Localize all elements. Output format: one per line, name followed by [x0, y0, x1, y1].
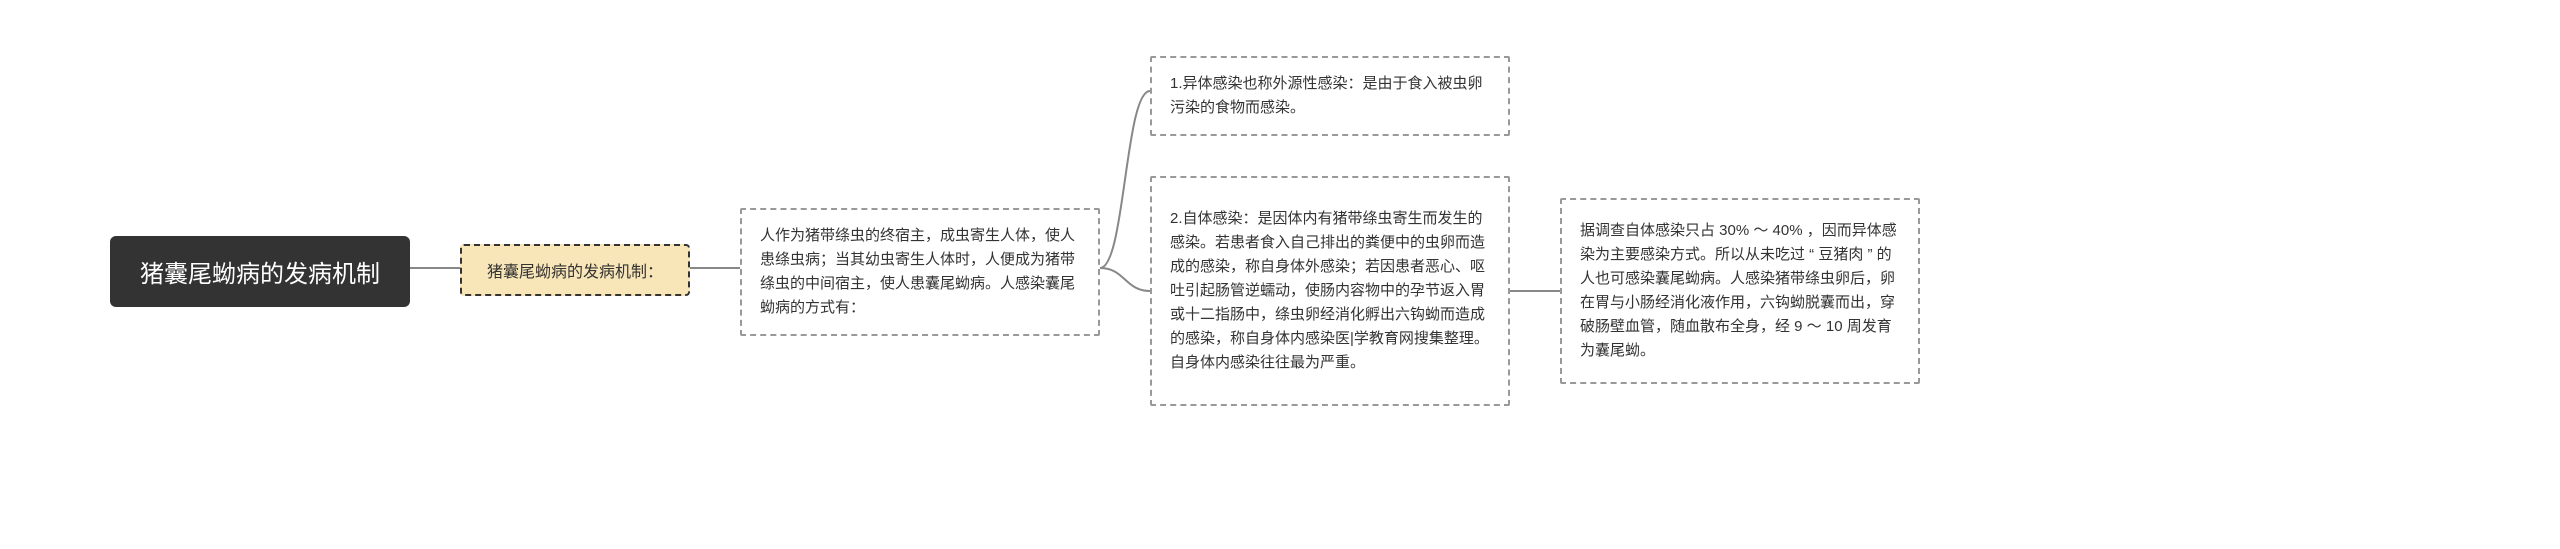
level3a-text: 1.异体感染也称外源性感染：是由于食入被虫卵污染的食物而感染。: [1170, 72, 1490, 120]
level2-node: 人作为猪带绦虫的终宿主，成虫寄生人体，使人患绦虫病；当其幼虫寄生人体时，人便成为…: [740, 208, 1100, 336]
level4-node: 据调查自体感染只占 30% ～ 40% ，因而异体感染为主要感染方式。所以从未吃…: [1560, 198, 1920, 384]
level3b-node: 2.自体感染：是因体内有猪带绦虫寄生而发生的感染。若患者食入自己排出的粪便中的虫…: [1150, 176, 1510, 406]
level1-node: 猪囊尾蚴病的发病机制：: [460, 244, 690, 296]
level4-text: 据调查自体感染只占 30% ～ 40% ，因而异体感染为主要感染方式。所以从未吃…: [1580, 219, 1900, 363]
root-label: 猪囊尾蚴病的发病机制: [140, 254, 380, 289]
root-node: 猪囊尾蚴病的发病机制: [110, 236, 410, 307]
level1-label: 猪囊尾蚴病的发病机制：: [487, 258, 663, 282]
level3b-text: 2.自体感染：是因体内有猪带绦虫寄生而发生的感染。若患者食入自己排出的粪便中的虫…: [1170, 207, 1490, 375]
level3a-node: 1.异体感染也称外源性感染：是由于食入被虫卵污染的食物而感染。: [1150, 56, 1510, 136]
level2-text: 人作为猪带绦虫的终宿主，成虫寄生人体，使人患绦虫病；当其幼虫寄生人体时，人便成为…: [760, 224, 1080, 320]
mindmap-canvas: 猪囊尾蚴病的发病机制 猪囊尾蚴病的发病机制： 人作为猪带绦虫的终宿主，成虫寄生人…: [0, 0, 2560, 549]
